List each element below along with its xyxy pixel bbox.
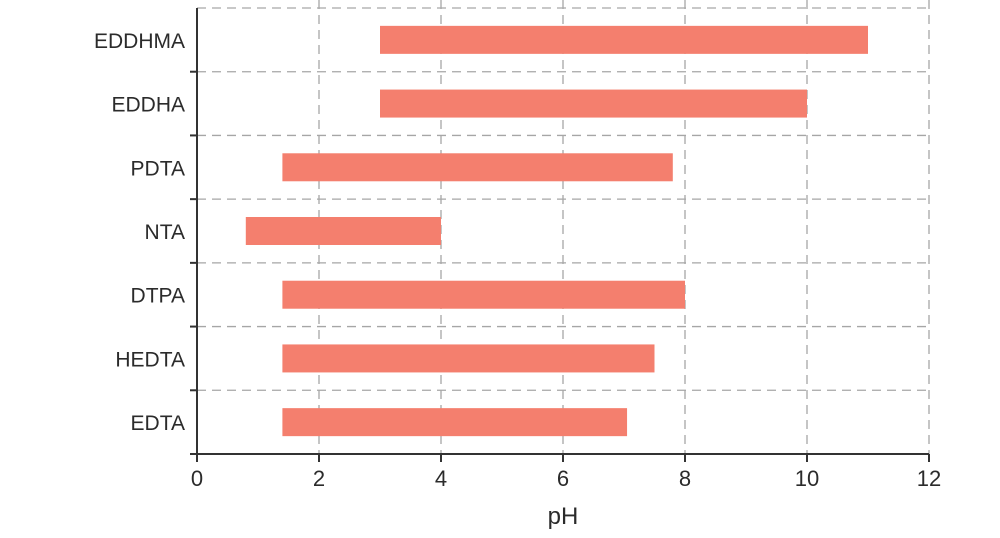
category-label: NTA [145, 221, 185, 244]
x-axis-title: pH [548, 503, 579, 530]
bar-nta [245, 217, 441, 245]
category-label: EDDHA [111, 94, 185, 117]
x-tick-label: 10 [795, 466, 819, 491]
x-tick-label: 6 [557, 466, 569, 491]
labels: EDDHMA EDDHA PDTA NTA DTPA HEDTA EDTA 0 2 4 6 8 10 12 [94, 30, 941, 491]
category-label: DTPA [131, 285, 185, 308]
category-label: EDDHMA [94, 30, 185, 53]
x-tick-label: 8 [679, 466, 691, 491]
x-tick-label: 0 [191, 466, 203, 491]
x-tick-label: 4 [435, 466, 447, 491]
axes [190, 8, 930, 462]
bar-edta [282, 408, 628, 437]
bar-eddhma [380, 25, 868, 54]
category-label: PDTA [131, 157, 185, 180]
category-label: EDTA [131, 412, 185, 435]
category-label: HEDTA [115, 348, 185, 371]
x-tick-label: 12 [917, 466, 941, 491]
bar-dtpa [282, 280, 685, 309]
grid [197, 0, 930, 454]
x-tick-label: 2 [313, 466, 325, 491]
bars [245, 25, 868, 437]
bar-pdta [282, 153, 673, 182]
bar-eddha [380, 89, 807, 118]
bar-hedta [282, 344, 655, 373]
